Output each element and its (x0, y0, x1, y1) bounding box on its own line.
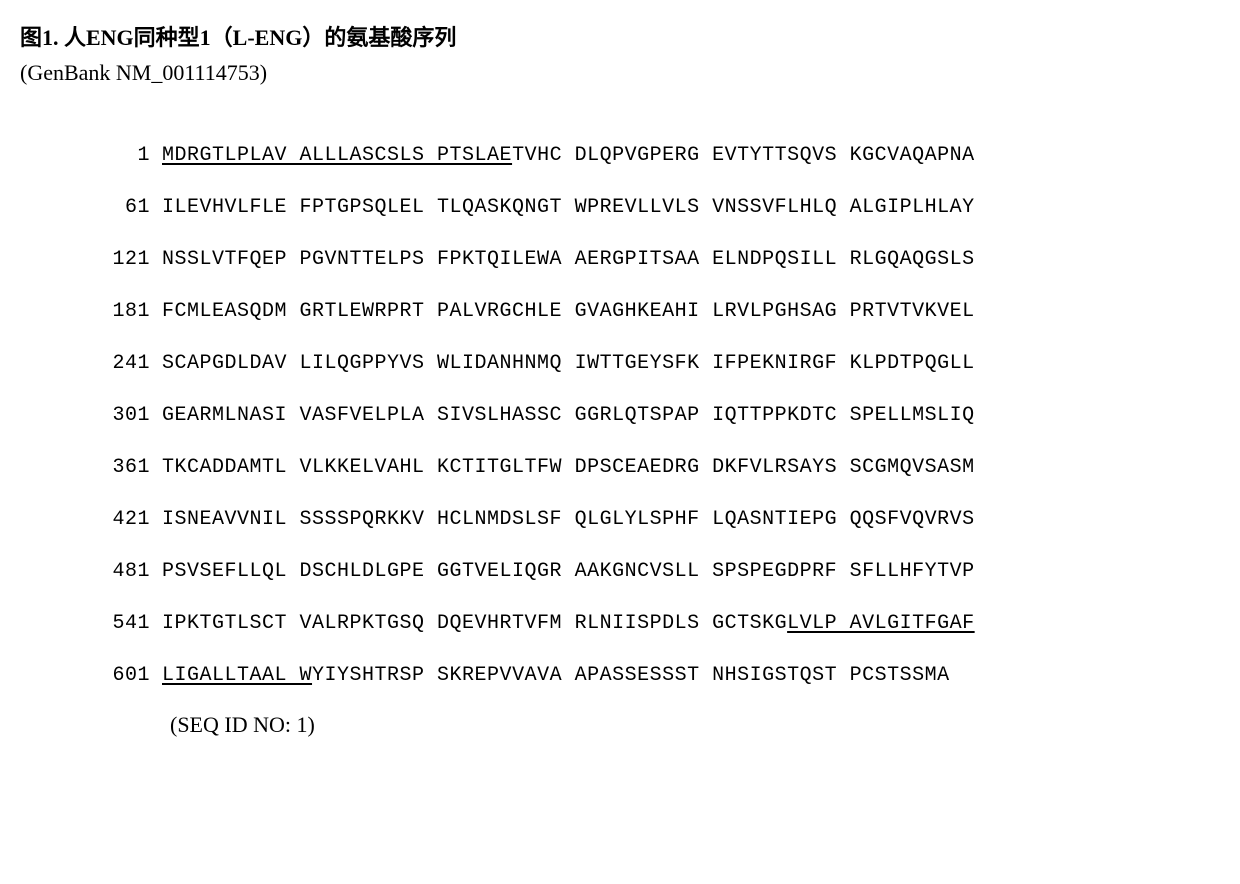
sequence-segment: IPKTGTLSCT VALRPKTGSQ DQEVHRTVFM RLNIISP… (162, 612, 787, 635)
position-number: 241 (90, 338, 150, 390)
sequence-segment: TVHC DLQPVGPERG EVTYTTSQVS KGCVAQAPNA (512, 144, 975, 167)
position-number: 61 (90, 182, 150, 234)
genbank-accession: (GenBank NM_001114753) (20, 55, 1220, 90)
figure-title: 图1. 人ENG同种型1（L-ENG）的氨基酸序列 (20, 20, 1220, 55)
position-number: 181 (90, 286, 150, 338)
sequence-segment: ISNEAVVNIL SSSSPQRKKV HCLNMDSLSF QLGLYLS… (162, 508, 975, 531)
sequence-line: 181 FCMLEASQDM GRTLEWRPRT PALVRGCHLE GVAG… (90, 286, 1220, 338)
amino-acid-sequence: 1 MDRGTLPLAV ALLLASCSLS PTSLAETVHC DLQPVG… (90, 130, 1220, 702)
seq-id-label: (SEQ ID NO: 1) (170, 712, 1220, 738)
sequence-segment: MDRGTLPLAV ALLLASCSLS PTSLAE (162, 144, 512, 167)
sequence-line: 601 LIGALLTAAL WYIYSHTRSP SKREPVVAVA APAS… (90, 650, 1220, 702)
sequence-line: 121 NSSLVTFQEP PGVNTTELPS FPKTQILEWA AERG… (90, 234, 1220, 286)
sequence-segment: NSSLVTFQEP PGVNTTELPS FPKTQILEWA AERGPIT… (162, 248, 975, 271)
position-number: 1 (90, 130, 150, 182)
position-number: 541 (90, 598, 150, 650)
sequence-segment: GEARMLNASI VASFVELPLA SIVSLHASSC GGRLQTS… (162, 404, 975, 427)
position-number: 601 (90, 650, 150, 702)
sequence-segment: SCAPGDLDAV LILQGPPYVS WLIDANHNMQ IWTTGEY… (162, 352, 975, 375)
sequence-line: 361 TKCADDAMTL VLKKELVAHL KCTITGLTFW DPSC… (90, 442, 1220, 494)
sequence-line: 1 MDRGTLPLAV ALLLASCSLS PTSLAETVHC DLQPVG… (90, 130, 1220, 182)
sequence-segment: TKCADDAMTL VLKKELVAHL KCTITGLTFW DPSCEAE… (162, 456, 975, 479)
position-number: 361 (90, 442, 150, 494)
sequence-line: 421 ISNEAVVNIL SSSSPQRKKV HCLNMDSLSF QLGL… (90, 494, 1220, 546)
position-number: 481 (90, 546, 150, 598)
position-number: 121 (90, 234, 150, 286)
position-number: 301 (90, 390, 150, 442)
sequence-line: 541 IPKTGTLSCT VALRPKTGSQ DQEVHRTVFM RLNI… (90, 598, 1220, 650)
sequence-segment: ILEVHVLFLE FPTGPSQLEL TLQASKQNGT WPREVLL… (162, 196, 975, 219)
sequence-segment: LVLP AVLGITFGAF (787, 612, 975, 635)
sequence-line: 301 GEARMLNASI VASFVELPLA SIVSLHASSC GGRL… (90, 390, 1220, 442)
position-number: 421 (90, 494, 150, 546)
sequence-segment: FCMLEASQDM GRTLEWRPRT PALVRGCHLE GVAGHKE… (162, 300, 975, 323)
sequence-line: 61 ILEVHVLFLE FPTGPSQLEL TLQASKQNGT WPREV… (90, 182, 1220, 234)
sequence-segment: LIGALLTAAL W (162, 664, 312, 687)
sequence-line: 481 PSVSEFLLQL DSCHLDLGPE GGTVELIQGR AAKG… (90, 546, 1220, 598)
sequence-line: 241 SCAPGDLDAV LILQGPPYVS WLIDANHNMQ IWTT… (90, 338, 1220, 390)
sequence-segment: PSVSEFLLQL DSCHLDLGPE GGTVELIQGR AAKGNCV… (162, 560, 975, 583)
sequence-segment: YIYSHTRSP SKREPVVAVA APASSESSST NHSIGSTQ… (312, 664, 950, 687)
